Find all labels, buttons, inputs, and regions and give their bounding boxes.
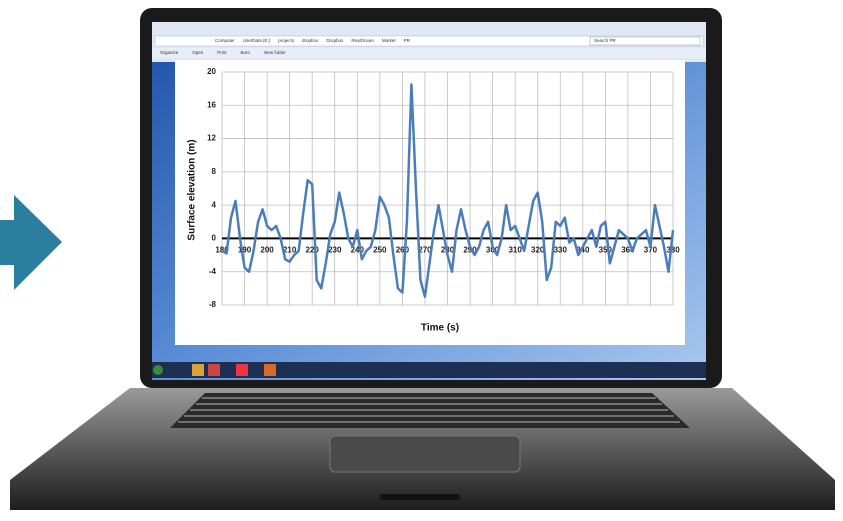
data-line: [221, 83, 675, 298]
x-tick-label: 270: [418, 246, 432, 255]
x-tick-label: 370: [644, 246, 658, 255]
latch: [380, 494, 460, 500]
x-tick-label: 190: [238, 246, 252, 255]
taskbar: [152, 362, 706, 378]
x-tick-label: 260: [396, 246, 410, 255]
taskbar-icon[interactable]: [192, 364, 204, 376]
y-tick-label: 8: [212, 167, 217, 176]
taskbar-icon[interactable]: [236, 364, 248, 376]
x-tick-label: 200: [260, 246, 274, 255]
start-button[interactable]: [153, 365, 163, 375]
breadcrumb-item[interactable]: dropbox: [302, 38, 319, 43]
x-tick-label: 250: [373, 246, 387, 255]
x-tick-label: 350: [599, 246, 613, 255]
y-tick-label: 20: [207, 67, 216, 76]
toolbar-button[interactable]: New folder: [264, 50, 286, 55]
x-tick-label: 380: [666, 246, 680, 255]
x-tick-label: 300: [486, 246, 500, 255]
x-tick-label: 330: [554, 246, 568, 255]
y-axis-label: Surface elevation (m): [187, 139, 198, 240]
search-box[interactable]: [589, 36, 701, 46]
x-tick-label: 210: [283, 246, 297, 255]
x-tick-label: 360: [621, 246, 635, 255]
breadcrumb-item[interactable]: Dropbox: [326, 38, 344, 43]
x-tick-label: 220: [306, 246, 320, 255]
breadcrumb-item[interactable]: Computer: [215, 38, 235, 43]
address-bar: [154, 35, 704, 47]
y-tick-label: 0: [212, 234, 217, 243]
breadcrumb-item[interactable]: projects: [278, 38, 295, 43]
breadcrumb-item[interactable]: RealOcean: [351, 38, 374, 43]
x-tick-label: 310: [508, 246, 522, 255]
touchpad[interactable]: [329, 435, 521, 473]
x-tick-label: 320: [531, 246, 545, 255]
x-tick-label: 240: [351, 246, 365, 255]
x-tick-label: 340: [576, 246, 590, 255]
toolbar-button[interactable]: Open: [192, 50, 204, 55]
toolbar-button[interactable]: Print: [217, 50, 227, 55]
chart-area: [175, 60, 685, 345]
search-placeholder[interactable]: Search PR: [594, 38, 617, 43]
breadcrumb-item[interactable]: UserData (E:): [243, 38, 271, 43]
breadcrumb-item[interactable]: PR: [404, 38, 411, 43]
y-tick-label: 12: [207, 134, 216, 143]
toolbar-button[interactable]: Organize: [160, 50, 179, 55]
toolbar-button[interactable]: Burn: [241, 50, 251, 55]
x-tick-label: 290: [463, 246, 477, 255]
y-tick-label: 4: [212, 200, 217, 209]
x-tick-label: 230: [328, 246, 342, 255]
toolbar: [152, 48, 706, 58]
x-tick-label: 180: [215, 246, 229, 255]
keys: [178, 397, 680, 423]
taskbar-icon[interactable]: [208, 364, 220, 376]
y-tick-label: -8: [209, 300, 217, 309]
arrow: [0, 195, 62, 290]
taskbar-icon[interactable]: [264, 364, 276, 376]
y-tick-label: 16: [207, 100, 216, 109]
x-axis-label: Time (s): [421, 323, 459, 334]
breadcrumb-item[interactable]: Market: [382, 38, 397, 43]
y-tick-label: -4: [209, 267, 217, 276]
